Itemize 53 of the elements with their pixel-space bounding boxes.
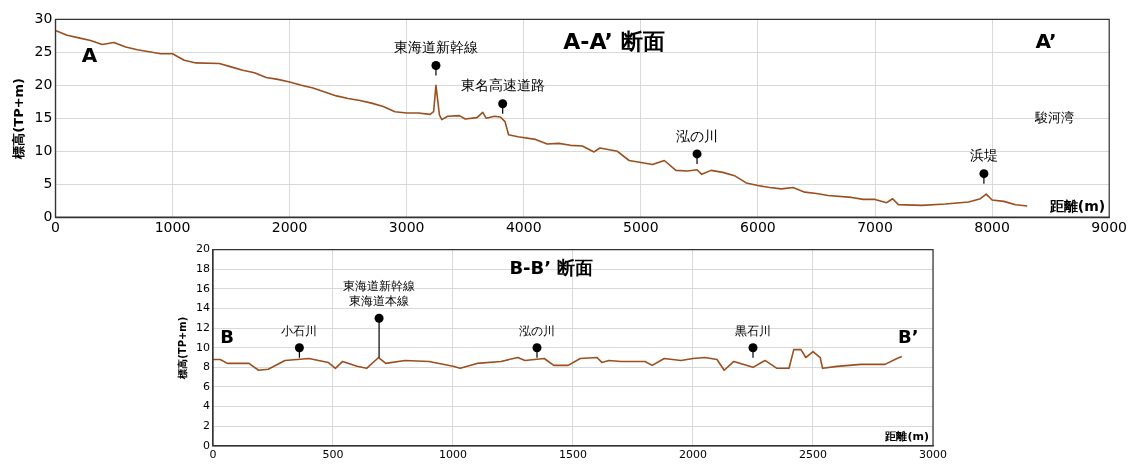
x-tick-label: 9000: [1091, 219, 1128, 236]
annotation: 黒石川: [735, 323, 771, 338]
y-axis-title: 標高(TP+m): [176, 316, 188, 380]
x-tick-label: 6000: [740, 219, 776, 236]
x-tick-label: 4000: [505, 219, 542, 236]
annotation: 東名高速道路: [460, 77, 545, 94]
x-tick-label: 3000: [388, 219, 425, 236]
annotation: B: [220, 325, 234, 347]
y-tick-label: 20: [196, 242, 210, 256]
x-tick-label: 5000: [623, 219, 659, 236]
x-axis-title: 距離(m): [1048, 197, 1106, 214]
y-tick-label: 4: [203, 399, 210, 413]
y-axis-title: 標高(TP+m): [11, 77, 27, 160]
annotation: 駿河湾: [1034, 109, 1075, 125]
y-tick-label: 2: [203, 419, 210, 433]
annotation: 浜堤: [969, 147, 998, 164]
y-tick-label: 20: [34, 75, 53, 92]
x-tick-label: 2000: [271, 219, 308, 236]
y-tick-label: 14: [196, 301, 210, 315]
text: A-A’ 断面: [563, 29, 665, 55]
annotation: 東海道新幹線: [343, 279, 416, 294]
annotation: 泓の川: [676, 127, 719, 144]
y-tick-label: 5: [43, 174, 53, 191]
y-tick-label: 30: [34, 10, 53, 27]
annotation: B’: [898, 325, 919, 347]
y-tick-label: 0: [43, 207, 53, 224]
annotation: 東海道新幹線: [393, 39, 478, 56]
annotation: 小石川: [281, 323, 318, 338]
x-axis-title: 距離(m): [884, 430, 929, 444]
y-tick-label: 16: [196, 281, 210, 295]
y-tick-label: 0: [203, 438, 210, 452]
x-tick-label: 500: [322, 448, 344, 462]
y-tick-label: 10: [196, 340, 210, 354]
annotation: 東海道本線: [349, 294, 410, 309]
x-tick-label: 2500: [799, 448, 827, 462]
y-tick-label: 12: [196, 320, 210, 334]
y-tick-label: 15: [34, 108, 53, 125]
annotation: A: [81, 43, 98, 68]
text: B-B’ 断面: [509, 257, 594, 279]
x-tick-label: 3000: [919, 448, 947, 462]
x-tick-label: 7000: [857, 219, 893, 236]
x-tick-label: 2000: [679, 448, 707, 462]
y-tick-label: 8: [203, 360, 210, 374]
y-tick-label: 10: [34, 141, 53, 158]
annotation: A’: [1035, 29, 1057, 54]
y-tick-label: 25: [34, 43, 53, 60]
x-tick-label: 1000: [439, 448, 467, 462]
x-tick-label: 1500: [559, 448, 587, 462]
y-tick-label: 18: [196, 262, 210, 276]
x-tick-label: 8000: [974, 219, 1010, 236]
y-tick-label: 6: [203, 379, 210, 393]
annotation: 泓の川: [519, 323, 555, 338]
x-tick-label: 1000: [154, 219, 191, 236]
